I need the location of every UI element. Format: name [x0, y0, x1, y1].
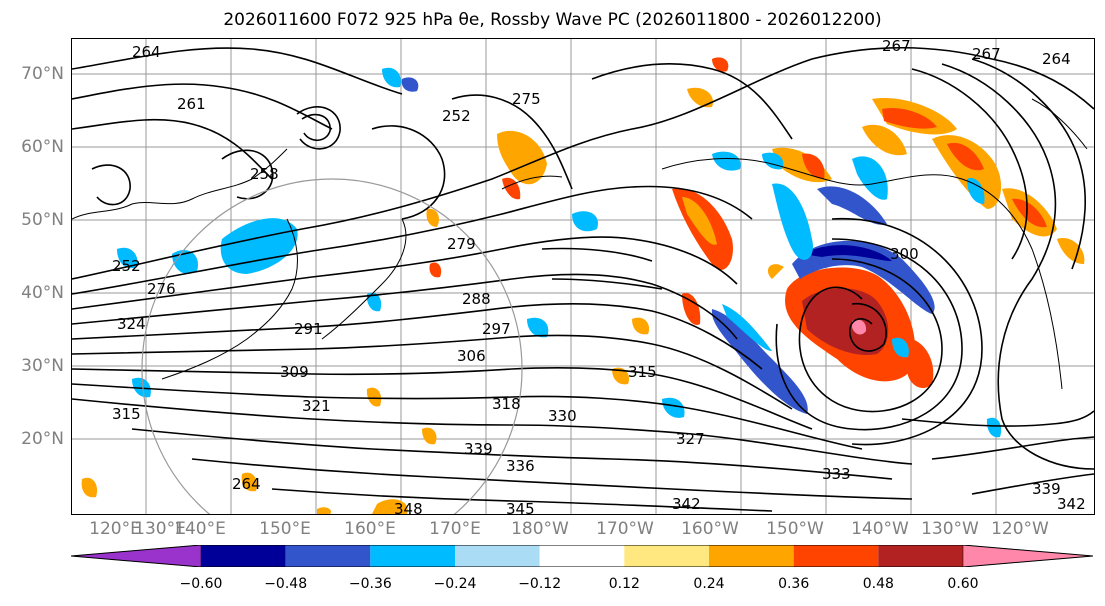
lon-label-140w: 140°W — [851, 519, 909, 539]
theta-e-contours — [72, 46, 1094, 512]
contour-labels: 264 267 252 275 291 261 279 288 297 306 … — [112, 39, 1086, 514]
map-svg: 264 267 252 275 291 261 279 288 297 306 … — [72, 39, 1094, 514]
lon-label-160e: 160°E — [344, 519, 396, 539]
lat-label-40n: 40°N — [21, 283, 64, 303]
colorbar-cell — [539, 545, 625, 567]
contour-label: 324 — [117, 315, 146, 333]
lat-label-20n: 20°N — [21, 429, 64, 449]
contour-label: 342 — [1057, 495, 1086, 513]
lon-label-120w: 120°W — [991, 519, 1049, 539]
contour-label: 264 — [1042, 50, 1071, 68]
colorbar-cell — [878, 545, 963, 567]
lon-label-120e: 120°E — [89, 519, 141, 539]
contour-label: 333 — [822, 465, 851, 483]
map-panel: 264 267 252 275 291 261 279 288 297 306 … — [71, 38, 1095, 515]
contour-label: 309 — [280, 363, 309, 381]
contour-label: 264 — [232, 475, 261, 493]
lon-label-160w: 160°W — [681, 519, 739, 539]
colorbar-cell — [624, 545, 709, 567]
colorbar-tick: 0.12 — [608, 576, 640, 592]
lon-label-130e: 130°E — [134, 519, 186, 539]
lon-label-130w: 130°W — [921, 519, 979, 539]
contour-label: 315 — [112, 405, 141, 423]
colorbar-tick: 0.36 — [778, 576, 810, 592]
contour-label: 348 — [394, 500, 423, 514]
lon-label-170w: 170°W — [596, 519, 654, 539]
lon-label-140e: 140°E — [174, 519, 226, 539]
coastlines — [72, 98, 1088, 390]
figure-title: 2026011600 F072 925 hPa θe, Rossby Wave … — [223, 10, 882, 30]
contour-label: 252 — [112, 257, 141, 275]
contour-label: 339 — [1032, 480, 1061, 498]
contour-label: 321 — [302, 397, 331, 415]
colorbar-cell — [201, 545, 286, 567]
colorbar-cell — [709, 545, 794, 567]
colorbar-tick: −0.24 — [433, 576, 477, 592]
lon-label-170e: 170°E — [429, 519, 481, 539]
contour-label: 258 — [250, 165, 279, 183]
colorbar-tick: 0.60 — [947, 576, 979, 592]
contour-label: 315 — [628, 363, 657, 381]
colorbar-cells — [71, 545, 1093, 567]
contour-label: 275 — [512, 90, 541, 108]
colorbar-tick: −0.36 — [348, 576, 392, 592]
range-circle — [141, 178, 523, 514]
lon-label-150w: 150°W — [766, 519, 824, 539]
contour-label: 279 — [447, 235, 476, 253]
contour-label: 330 — [548, 407, 577, 425]
lat-label-30n: 30°N — [21, 356, 64, 376]
colorbar-cell — [285, 545, 371, 567]
contour-label: 267 — [972, 45, 1001, 63]
contour-label: 288 — [462, 290, 491, 308]
anomaly-shading — [81, 57, 1085, 514]
contour-label: 300 — [890, 245, 919, 263]
colorbar-cell — [455, 545, 540, 567]
colorbar — [71, 545, 1093, 567]
contour-label: 252 — [442, 107, 471, 125]
lon-label-180w: 180°W — [511, 519, 569, 539]
contour-label: 276 — [147, 280, 176, 298]
contour-label: 339 — [464, 440, 493, 458]
contour-label: 342 — [672, 495, 701, 513]
lat-label-60n: 60°N — [21, 137, 64, 157]
contour-label: 264 — [132, 43, 161, 61]
contour-label: 261 — [177, 95, 206, 113]
colorbar-cell — [71, 545, 202, 567]
lat-label-70n: 70°N — [21, 64, 64, 84]
contour-label: 327 — [676, 430, 705, 448]
lat-label-50n: 50°N — [21, 210, 64, 230]
contour-label: 336 — [506, 457, 535, 475]
contour-label: 306 — [457, 347, 486, 365]
colorbar-cell — [370, 545, 455, 567]
colorbar-tick: 0.48 — [862, 576, 894, 592]
colorbar-cell — [962, 545, 1093, 567]
colorbar-tick: −0.12 — [518, 576, 562, 592]
contour-label: 345 — [506, 500, 535, 514]
lon-label-150e: 150°E — [259, 519, 311, 539]
graticule — [72, 39, 1094, 514]
colorbar-tick: −0.60 — [179, 576, 223, 592]
contour-label: 291 — [294, 320, 323, 338]
contour-label: 297 — [482, 320, 511, 338]
colorbar-tick: 0.24 — [693, 576, 725, 592]
colorbar-cell — [793, 545, 879, 567]
contour-label: 318 — [492, 395, 521, 413]
colorbar-tick: −0.48 — [264, 576, 308, 592]
contour-label: 267 — [882, 39, 911, 55]
